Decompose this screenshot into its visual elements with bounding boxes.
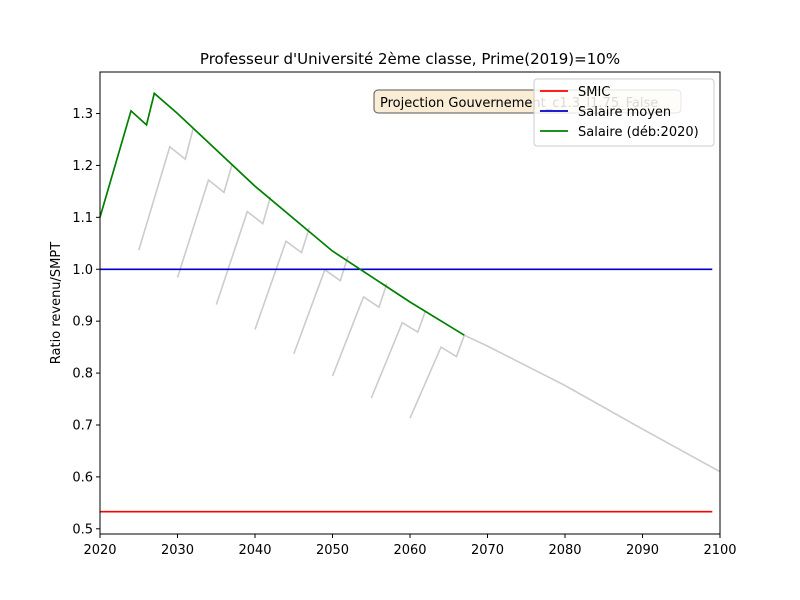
x-axis: 2020 2030 2040 2050 2060 2070 2080 2090 2100 <box>83 534 737 558</box>
y-tick-label: 0.9 <box>72 315 93 330</box>
plot-area <box>99 71 721 535</box>
background-series-line-3 <box>215 196 272 305</box>
x-tick-label: 2050 <box>316 543 349 558</box>
x-tick-label: 2040 <box>238 543 271 558</box>
y-axis-label: Ratio revenu/SMPT <box>49 242 64 364</box>
series-group <box>99 91 713 513</box>
x-tick-label: 2100 <box>703 543 736 558</box>
background-series-line-6 <box>331 283 388 377</box>
background-series-line-1 <box>138 128 194 251</box>
y-tick-label: 0.6 <box>72 470 93 485</box>
y-tick-label: 1.3 <box>72 107 93 122</box>
y-tick-label: 1.1 <box>72 211 93 226</box>
background-series-line-7 <box>370 310 427 399</box>
legend-label-smic: SMIC <box>578 85 610 100</box>
y-tick-label: 1.2 <box>72 159 93 174</box>
x-tick-label: 2090 <box>626 543 659 558</box>
x-tick-label: 2020 <box>83 543 116 558</box>
background-series-line-8 <box>409 334 721 473</box>
legend: SMIC Salaire moyen Salaire (déb:2020) <box>533 78 715 147</box>
legend-label-salaire-deb: Salaire (déb:2020) <box>578 125 699 140</box>
y-tick-label: 0.8 <box>72 367 93 382</box>
background-series-line-2 <box>176 165 233 278</box>
x-tick-label: 2080 <box>548 543 581 558</box>
legend-frame <box>533 78 715 147</box>
x-tick-label: 2060 <box>393 543 426 558</box>
series-line-salaire-deb <box>99 91 465 336</box>
background-series-group <box>138 128 721 473</box>
y-tick-label: 0.5 <box>72 522 93 537</box>
x-tick-label: 2070 <box>471 543 504 558</box>
x-tick-label: 2030 <box>161 543 194 558</box>
legend-label-salaire-moyen: Salaire moyen <box>578 105 671 120</box>
y-axis: 0.5 0.6 0.7 0.8 0.9 1.0 1.1 1.2 1.3 <box>72 107 100 537</box>
chart-title: Professeur d'Université 2ème classe, Pri… <box>200 50 620 68</box>
y-tick-label: 0.7 <box>72 418 93 433</box>
y-tick-label: 1.0 <box>72 263 93 278</box>
plot-background <box>100 72 720 534</box>
background-series-line-4 <box>254 227 311 330</box>
